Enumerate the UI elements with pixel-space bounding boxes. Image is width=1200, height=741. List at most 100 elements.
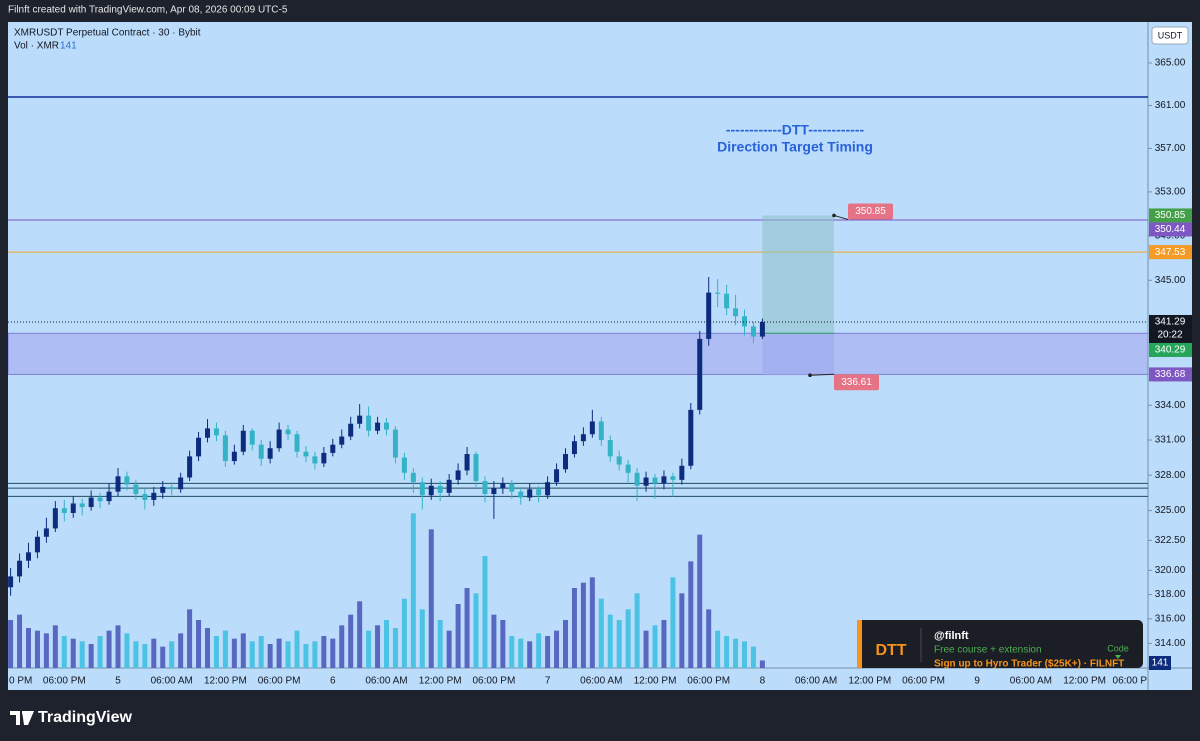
y-tick-label: 322.50 — [1155, 535, 1186, 546]
candle-body — [115, 476, 121, 492]
volume-bar — [500, 620, 506, 668]
candle-body — [733, 308, 739, 317]
volume-bar — [61, 636, 67, 668]
candle-body — [652, 477, 658, 484]
brand-icon — [10, 711, 34, 725]
candle-body — [580, 434, 586, 442]
volume-bar — [34, 630, 40, 668]
candle-body — [625, 464, 631, 473]
candle-body — [267, 448, 273, 459]
x-tick-label: 12:00 PM — [204, 676, 247, 687]
volume-bar — [26, 628, 31, 668]
volume-bar — [79, 641, 85, 668]
promo-badge: DTT — [875, 642, 906, 659]
volume-bar — [616, 620, 622, 668]
position-connector — [833, 214, 849, 220]
volume-bar — [634, 593, 640, 668]
volume-bar — [437, 620, 443, 668]
volume-bar — [151, 638, 157, 668]
volume-bar — [70, 638, 76, 668]
volume-bar — [115, 625, 121, 668]
candle-body — [661, 476, 667, 484]
volume-bar — [142, 644, 148, 668]
y-tick-label: 325.00 — [1155, 505, 1186, 516]
volume-bar — [733, 638, 739, 668]
promo-line: Sign up to Hyro Trader ($25K+) · FILNFT — [934, 659, 1124, 670]
candle-body — [464, 454, 470, 471]
candle-body — [70, 503, 76, 513]
volume-bar — [545, 636, 551, 668]
x-tick-label: 9 — [974, 676, 980, 687]
volume-bar — [330, 638, 336, 668]
position-connector — [809, 373, 835, 376]
promo-panel[interactable]: DTT @filnft Free course + extension Sign… — [857, 620, 1143, 670]
volume-bar — [43, 633, 49, 668]
volume-bar — [571, 588, 577, 668]
volume-bar — [464, 588, 470, 668]
volume-bar — [392, 628, 398, 668]
candle-body — [670, 476, 676, 480]
candle-body — [446, 479, 452, 493]
brand-logo: TradingView — [10, 709, 133, 726]
x-tick-label: 06:00 AM — [151, 676, 193, 687]
candle-body — [518, 491, 524, 498]
candle-body — [482, 481, 488, 495]
candle-body — [679, 465, 685, 480]
candle-body — [17, 560, 23, 577]
candle-body — [589, 421, 595, 435]
volume-bar — [625, 609, 631, 668]
candle-body — [258, 444, 264, 459]
volume-bar — [160, 646, 166, 668]
candle-body — [8, 576, 14, 588]
position-label: 350.85 — [855, 206, 886, 217]
candle-body — [607, 440, 613, 457]
volume-bar — [17, 614, 23, 668]
y-tick-label: 361.00 — [1155, 100, 1186, 111]
candle-body — [491, 488, 497, 495]
candle-body — [554, 469, 560, 483]
x-tick-label: 12:00 PM — [634, 676, 677, 687]
volume-label: 141 — [1152, 658, 1169, 669]
plot-area — [8, 96, 1148, 668]
candle-body — [616, 456, 622, 465]
x-tick-label: 7 — [545, 676, 551, 687]
candle-body — [357, 415, 363, 424]
volume-bar — [133, 641, 139, 668]
volume-legend-value: 141 — [60, 41, 77, 52]
currency: USDT — [1158, 30, 1183, 40]
chart-title: XMRUSDT Perpetual Contract · 30 · Bybit — [14, 28, 201, 39]
candle-body — [392, 429, 398, 458]
price-label: 350.44 — [1155, 224, 1186, 235]
price-label: 350.85 — [1155, 210, 1186, 221]
zone — [8, 332, 1148, 375]
volume-bar — [106, 630, 112, 668]
x-tick-label: 06:00 P — [1113, 676, 1148, 687]
volume-bar — [339, 625, 345, 668]
candle-body — [375, 422, 381, 431]
candle-body — [231, 451, 237, 462]
price-label-box — [1149, 222, 1192, 237]
current-price-label: 341.29 — [1155, 317, 1186, 328]
candle-body — [240, 430, 246, 452]
x-tick-label: 6 — [330, 676, 336, 687]
y-tick-label: 314.00 — [1155, 638, 1186, 649]
candle-body — [187, 456, 193, 478]
volume-bar — [473, 593, 479, 668]
x-tick-label: 12:00 PM — [419, 676, 462, 687]
volume-bar — [52, 625, 58, 668]
volume-bar — [446, 630, 452, 668]
volume-bar — [759, 660, 765, 668]
price-label: 347.53 — [1155, 247, 1186, 258]
x-tick-label: 06:00 PM — [43, 676, 86, 687]
volume-bar — [670, 577, 676, 668]
candle-body — [222, 435, 228, 462]
candle-body — [321, 452, 327, 464]
top-bar-text: Filnft created with TradingView.com, Apr… — [8, 5, 288, 16]
volume-bar — [303, 644, 309, 668]
volume-bar — [294, 630, 300, 668]
candle-body — [473, 454, 479, 482]
volume-bar — [88, 644, 94, 668]
volume-bar — [97, 636, 103, 668]
volume-bar — [410, 513, 416, 668]
candle-body — [706, 292, 712, 339]
